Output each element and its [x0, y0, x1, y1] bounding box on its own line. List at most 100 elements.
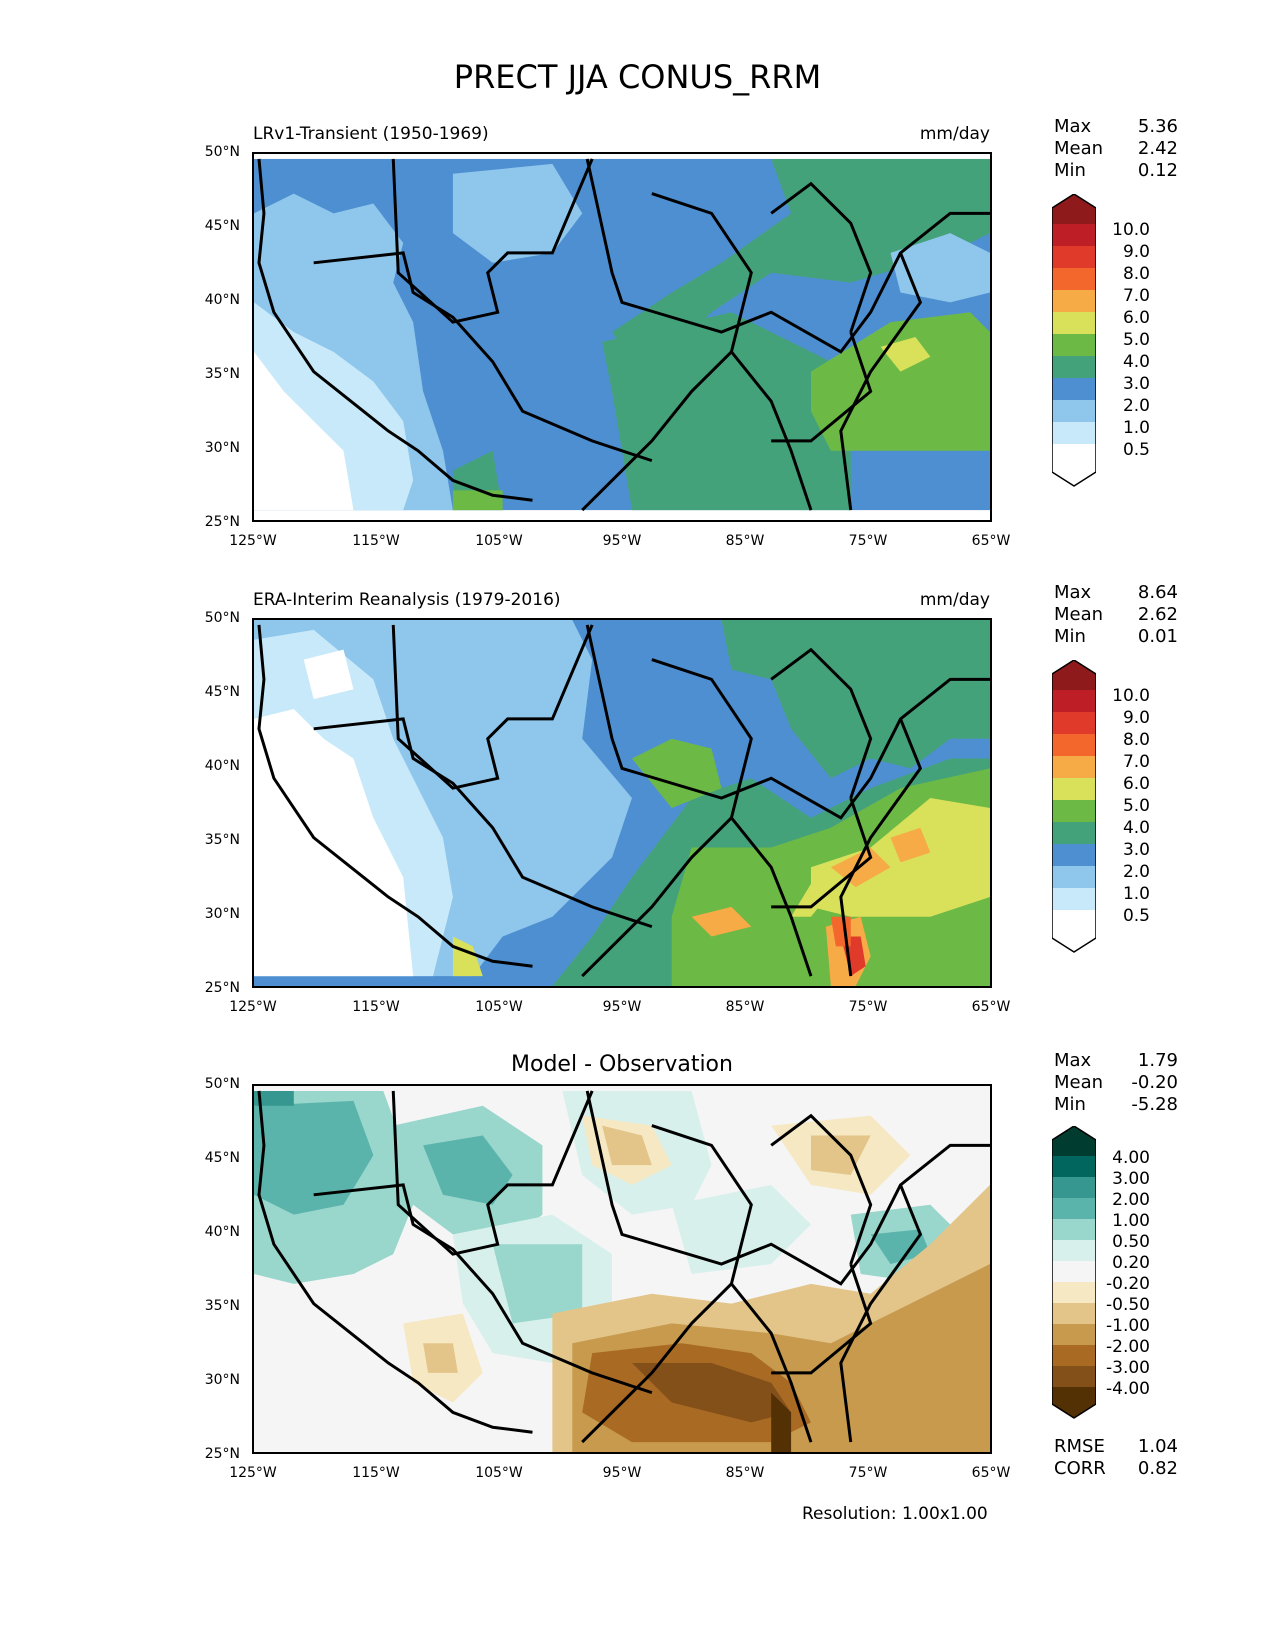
- panel2-lat-tick: 30°N: [204, 906, 240, 922]
- panel1-lat-tick: 45°N: [204, 218, 240, 234]
- panel1-stat-name: Max: [1054, 116, 1092, 137]
- panel3-colorbar: [1052, 1126, 1096, 1419]
- panel2-map: [252, 618, 992, 988]
- panel1-units: mm/day: [919, 124, 990, 144]
- corr-value: 0.82: [1137, 1458, 1178, 1479]
- panel2-colorbar-label: 6.0: [1122, 774, 1150, 794]
- panel1-stat-name: Mean: [1054, 138, 1104, 159]
- panel3-colorbar-label: 3.00: [1112, 1169, 1150, 1189]
- panel2-stat-value: 8.64: [1137, 582, 1178, 603]
- panel3-lat-tick: 45°N: [204, 1150, 240, 1166]
- figure-title: PRECT JJA CONUS_RRM: [453, 58, 822, 96]
- panel3-stat-value: -5.28: [1131, 1094, 1178, 1115]
- panel3-stat-name: Min: [1054, 1094, 1086, 1115]
- panel1-lon-tick: 95°W: [602, 533, 642, 549]
- panel2-lat-tick: 40°N: [204, 758, 240, 774]
- panel1-colorbar-label: 9.0: [1122, 242, 1150, 262]
- panel2-lon-tick: 125°W: [229, 999, 277, 1015]
- panel1-colorbar-label: 8.0: [1122, 264, 1150, 284]
- panel3-colorbar-label: -1.00: [1106, 1316, 1150, 1336]
- panel2-colorbar-label: 9.0: [1122, 708, 1150, 728]
- panel3-colorbar-label: 4.00: [1112, 1148, 1150, 1168]
- panel2-colorbar-label: 10.0: [1112, 686, 1150, 706]
- panel3-lon-tick: 65°W: [971, 1465, 1011, 1481]
- panel2-stat-value: 2.62: [1137, 604, 1178, 625]
- panel1-colorbar-label: 4.0: [1122, 352, 1150, 372]
- panel1-lat-tick: 40°N: [204, 292, 240, 308]
- panel2-colorbar-label: 3.0: [1122, 840, 1150, 860]
- panel3-lat-tick: 50°N: [204, 1076, 240, 1092]
- panel1-colorbar-label: 6.0: [1122, 308, 1150, 328]
- panel2-lon-tick: 95°W: [602, 999, 642, 1015]
- panel2-colorbar-label: 4.0: [1122, 818, 1150, 838]
- panel1-colorbar: [1052, 194, 1096, 487]
- panel2-stat-name: Max: [1054, 582, 1092, 603]
- panel1-lat-tick: 30°N: [204, 440, 240, 456]
- panel1-colorbar-label: 10.0: [1112, 220, 1150, 240]
- panel2-lat-tick: 50°N: [204, 610, 240, 626]
- panel2-colorbar: [1052, 660, 1096, 953]
- panel1-title: LRv1-Transient (1950-1969): [253, 124, 489, 144]
- panel1-lon-tick: 115°W: [352, 533, 400, 549]
- corr-label: CORR: [1054, 1458, 1106, 1479]
- panel2-colorbar-label: 7.0: [1122, 752, 1150, 772]
- panel3-colorbar-label: -2.00: [1106, 1337, 1150, 1357]
- panel1-colorbar-label: 0.5: [1122, 440, 1150, 460]
- panel2-colorbar-label: 1.0: [1122, 884, 1150, 904]
- panel2-lon-tick: 75°W: [848, 999, 888, 1015]
- panel2-lon-tick: 105°W: [475, 999, 523, 1015]
- panel1-stat-name: Min: [1054, 160, 1086, 181]
- panel2-lon-tick: 85°W: [725, 999, 765, 1015]
- panel2-lon-tick: 115°W: [352, 999, 400, 1015]
- panel3-lat-tick: 40°N: [204, 1224, 240, 1240]
- panel1-lon-tick: 105°W: [475, 533, 523, 549]
- panel1-map: [252, 152, 992, 522]
- panel2-colorbar-label: 5.0: [1122, 796, 1150, 816]
- panel1-lon-tick: 65°W: [971, 533, 1011, 549]
- panel1-lon-tick: 85°W: [725, 533, 765, 549]
- panel3-stat-name: Mean: [1054, 1072, 1104, 1093]
- panel1-stat-value: 5.36: [1137, 116, 1178, 137]
- panel2-title: ERA-Interim Reanalysis (1979-2016): [253, 590, 561, 610]
- resolution-note: Resolution: 1.00x1.00: [802, 1504, 988, 1524]
- panel1-colorbar-label: 5.0: [1122, 330, 1150, 350]
- panel1-lon-tick: 75°W: [848, 533, 888, 549]
- panel3-colorbar-label: -0.50: [1106, 1295, 1150, 1315]
- panel2-colorbar-label: 2.0: [1122, 862, 1150, 882]
- panel3-colorbar-label: -3.00: [1106, 1358, 1150, 1378]
- panel3-colorbar-label: 1.00: [1112, 1211, 1150, 1231]
- panel3-lat-tick: 35°N: [204, 1298, 240, 1314]
- panel3-map: [252, 1084, 992, 1454]
- panel1-lon-tick: 125°W: [229, 533, 277, 549]
- panel2-lon-tick: 65°W: [971, 999, 1011, 1015]
- panel3-lon-tick: 75°W: [848, 1465, 888, 1481]
- rmse-label: RMSE: [1054, 1436, 1105, 1457]
- panel1-colorbar-label: 2.0: [1122, 396, 1150, 416]
- panel1-colorbar-label: 1.0: [1122, 418, 1150, 438]
- panel1-stat-value: 2.42: [1137, 138, 1178, 159]
- panel3-lat-tick: 30°N: [204, 1372, 240, 1388]
- panel1-lat-tick: 50°N: [204, 144, 240, 160]
- panel2-units: mm/day: [919, 590, 990, 610]
- panel1-lat-tick: 35°N: [204, 366, 240, 382]
- panel2-stat-name: Mean: [1054, 604, 1104, 625]
- panel2-lat-tick: 35°N: [204, 832, 240, 848]
- panel3-colorbar-label: 2.00: [1112, 1190, 1150, 1210]
- panel3-lon-tick: 115°W: [352, 1465, 400, 1481]
- panel3-lon-tick: 125°W: [229, 1465, 277, 1481]
- panel3-colorbar-label: -4.00: [1106, 1379, 1150, 1399]
- panel1-lat-tick: 25°N: [204, 514, 240, 530]
- panel3-colorbar-label: 0.20: [1112, 1253, 1150, 1273]
- panel3-colorbar-label: 0.50: [1112, 1232, 1150, 1252]
- panel3-stat-value: -0.20: [1131, 1072, 1178, 1093]
- panel2-colorbar-label: 8.0: [1122, 730, 1150, 750]
- panel2-lat-tick: 45°N: [204, 684, 240, 700]
- panel1-stat-value: 0.12: [1137, 160, 1178, 181]
- panel3-lon-tick: 85°W: [725, 1465, 765, 1481]
- panel2-stat-name: Min: [1054, 626, 1086, 647]
- panel3-stat-name: Max: [1054, 1050, 1092, 1071]
- panel3-lon-tick: 95°W: [602, 1465, 642, 1481]
- panel1-colorbar-label: 7.0: [1122, 286, 1150, 306]
- rmse-value: 1.04: [1137, 1436, 1178, 1457]
- panel3-stat-value: 1.79: [1137, 1050, 1178, 1071]
